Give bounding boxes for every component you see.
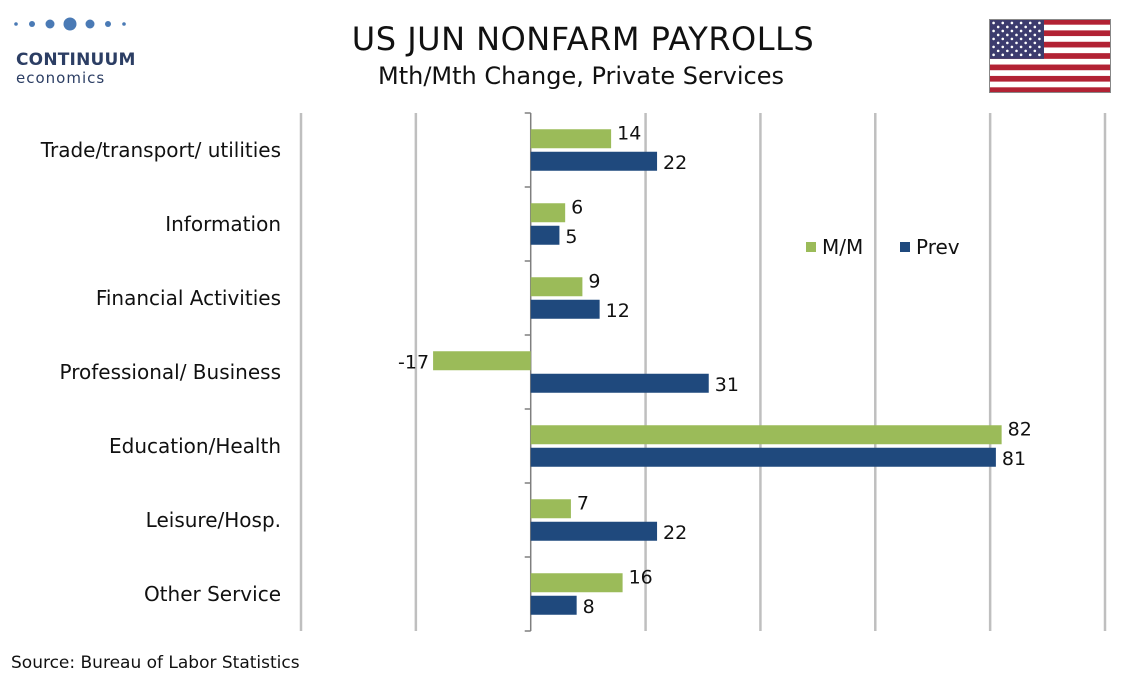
bar-m-m (530, 499, 571, 519)
data-label: 22 (663, 152, 687, 174)
category-label: Professional/ Business (60, 360, 281, 384)
bar-prev (530, 225, 560, 245)
data-label: 22 (663, 522, 687, 544)
category-label: Trade/transport/ utilities (40, 138, 281, 162)
bar-prev (530, 373, 709, 393)
data-label: 8 (583, 596, 595, 618)
us-flag-icon (989, 19, 1111, 93)
chart-subtitle: Mth/Mth Change, Private Services (377, 62, 785, 90)
data-label: 9 (588, 270, 600, 292)
bar-m-m (433, 351, 531, 371)
category-label: Other Service (144, 582, 281, 606)
chart-title: US JUN NONFARM PAYROLLS (351, 20, 815, 58)
bar-m-m (530, 573, 623, 593)
data-label: 6 (571, 196, 583, 218)
bar-prev (530, 151, 658, 171)
bar-m-m (530, 129, 612, 149)
data-label: 81 (1002, 448, 1026, 470)
bar-prev (530, 447, 996, 467)
legend-label: Prev (916, 235, 960, 259)
category-label: Information (165, 212, 281, 236)
category-label: Education/Health (109, 434, 281, 458)
data-label: 16 (629, 566, 653, 588)
data-label: 5 (565, 226, 577, 248)
legend-swatch (900, 242, 910, 252)
bar-m-m (530, 203, 566, 223)
bar-prev (530, 521, 658, 541)
logo-dots-icon (14, 17, 126, 31)
data-label: -17 (398, 351, 429, 373)
bar-prev (530, 299, 600, 319)
data-label: 31 (715, 374, 739, 396)
legend-label: M/M (822, 235, 863, 259)
data-label: 7 (577, 492, 589, 514)
logo-text-secondary: economics (16, 69, 106, 87)
data-label: 14 (617, 122, 641, 144)
data-label: 12 (606, 300, 630, 322)
source-note: Source: Bureau of Labor Statistics (11, 653, 300, 673)
data-label: 82 (1008, 418, 1032, 440)
legend-swatch (806, 242, 816, 252)
company-logo: CONTINUUM economics (12, 14, 142, 87)
logo-text-primary: CONTINUUM (16, 50, 136, 70)
bar-m-m (530, 425, 1002, 445)
bar-m-m (530, 277, 583, 297)
bar-prev (530, 595, 577, 615)
category-label: Financial Activities (96, 286, 281, 310)
category-label: Leisure/Hosp. (146, 508, 281, 532)
